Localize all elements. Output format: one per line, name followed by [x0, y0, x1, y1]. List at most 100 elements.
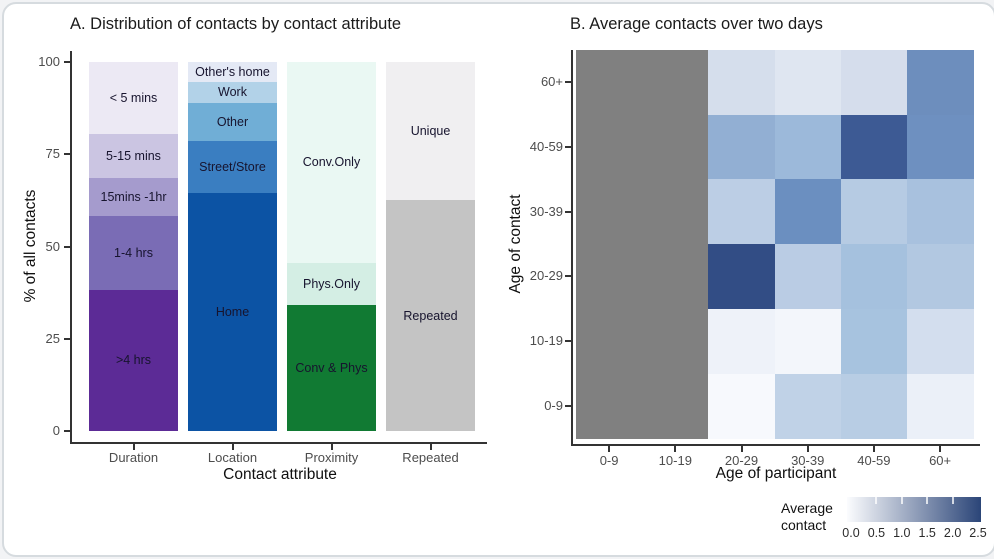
heatmap-cell-contact-60-participant-0-9 — [576, 50, 643, 116]
panel-b-y-tick-mark — [565, 146, 572, 149]
panel-b-x-tick-mark — [608, 446, 611, 452]
panel-b-y-tick-label-40-59: 40-59 — [529, 139, 563, 155]
panel-b-x-axis-title: Age of participant — [715, 465, 837, 482]
panel-a-x-tick-label-duration: Duration — [108, 450, 159, 465]
panel-a-x-tick-label-location: Location — [207, 450, 258, 465]
panel-b-x-tick-mark — [872, 446, 875, 452]
heatmap-cell-contact-40-59-participant-0-9 — [576, 114, 643, 180]
heatmap-cell-contact-30-39-participant-20-29 — [708, 179, 776, 245]
bar-segment-label: Other's home — [195, 65, 270, 80]
heatmap-cell-contact-20-29-participant-60 — [907, 244, 974, 310]
heatmap-cell-contact-0-9-participant-40-59 — [840, 373, 908, 439]
bar-segment-label: Other — [216, 114, 249, 129]
panel-b-y-tick-label-30-39: 30-39 — [529, 203, 563, 219]
legend-colorbar-tick-mark — [875, 497, 878, 504]
panel-a-y-tick-mark — [64, 153, 71, 156]
heatmap-cell-contact-0-9-participant-60 — [907, 373, 974, 439]
bar-segment-location-work: Work — [188, 82, 277, 103]
panel-a-x-axis-line — [70, 442, 487, 444]
bar-segment-label: Phys.Only — [303, 276, 360, 291]
panel-b-x-tick-label-40-59: 40-59 — [857, 453, 891, 468]
panel-a-y-tick-mark — [64, 245, 71, 248]
panel-b-x-tick-mark — [740, 446, 743, 452]
bar-segment-label: Home — [215, 305, 250, 320]
panel-a-y-tick-label: 100 — [38, 54, 60, 69]
panel-b-y-tick-mark — [565, 404, 572, 407]
panel-a-y-tick-mark — [64, 337, 71, 340]
heatmap-cell-contact-10-19-participant-20-29 — [708, 308, 776, 375]
panel-b-x-tick-label-30-39: 30-39 — [791, 453, 825, 468]
heatmap-cell-contact-60-participant-60 — [907, 50, 974, 116]
bar-segment-label: Street/Store — [199, 160, 266, 175]
heatmap-cell-contact-0-9-participant-10-19 — [642, 373, 709, 439]
legend-tick-label-2-0: 2.0 — [943, 526, 962, 540]
heatmap-cell-contact-60-participant-30-39 — [774, 50, 842, 116]
panel-a-y-tick-label: 50 — [45, 238, 60, 254]
panel-a-x-tick-label-repeated: Repeated — [402, 450, 459, 465]
heatmap-cell-contact-60-participant-10-19 — [642, 50, 709, 116]
bar-segment-proximity-phys-only: Phys.Only — [287, 262, 376, 305]
panel-a-x-tick-mark — [429, 444, 432, 450]
legend-colorbar-tick-mark — [900, 497, 903, 504]
heatmap-cell-contact-20-29-participant-10-19 — [642, 244, 709, 310]
panel-b-y-axis-title: Age of contact — [507, 194, 524, 294]
panel-a-x-tick-mark — [330, 444, 333, 450]
panel-b-x-tick-mark — [806, 446, 809, 452]
panel-a-y-axis-title: % of all contacts — [22, 189, 39, 303]
legend-tick-label-1-5: 1.5 — [918, 526, 936, 540]
bar-segment-proximity-conv-phys: Conv & Phys — [287, 304, 376, 431]
panel-b-y-tick-mark — [565, 275, 572, 278]
bar-segment-proximity-conv-only: Conv.Only — [287, 62, 376, 263]
panel-a-y-tick-mark — [64, 61, 71, 63]
bar-segment-label: 1-4 hrs — [114, 245, 153, 260]
bar-segment-duration-1-4-hrs: 1-4 hrs — [89, 215, 178, 290]
panel-b-title: B. Average contacts over two days — [570, 15, 823, 33]
panel-b-x-tick-label-10-19: 10-19 — [658, 453, 692, 468]
heatmap-cell-contact-30-39-participant-30-39 — [774, 179, 842, 245]
panel-b-x-tick-label-20-29: 20-29 — [724, 453, 759, 468]
legend-gradient-bar — [847, 497, 981, 522]
heatmap-cell-contact-20-29-participant-40-59 — [840, 244, 908, 310]
panel-a-y-axis-line — [70, 51, 72, 443]
legend-tick-label-2-5: 2.5 — [969, 526, 987, 540]
panel-a-x-tick-mark — [231, 444, 234, 450]
heatmap-cell-contact-20-29-participant-30-39 — [774, 244, 842, 310]
panel-a-x-tick-mark — [132, 444, 135, 450]
panel-a-y-tick-mark — [64, 430, 71, 432]
legend-colorbar-tick-mark — [926, 497, 929, 504]
bar-segment-repeated-repeated: Repeated — [386, 200, 475, 431]
bar-segment-location-home: Home — [188, 193, 277, 431]
bar-segment-duration-5-mins: < 5 mins — [89, 62, 178, 134]
panel-b-y-tick-label-60: 60+ — [540, 74, 563, 90]
heatmap-cell-contact-30-39-participant-0-9 — [576, 179, 643, 245]
panel-a-x-axis-title: Contact attribute — [223, 466, 337, 483]
heatmap-cell-contact-60-participant-40-59 — [840, 50, 908, 116]
panel-a-y-tick-label: 75 — [45, 146, 60, 162]
heatmap-cell-contact-30-39-participant-60 — [907, 179, 974, 245]
bar-segment-label: Unique — [410, 124, 451, 139]
heatmap-cell-contact-40-59-participant-40-59 — [840, 114, 908, 180]
heatmap-cell-contact-30-39-participant-10-19 — [642, 179, 709, 245]
legend-tick-label-1-0: 1.0 — [893, 526, 911, 540]
bar-segment-label: Conv & Phys — [295, 360, 368, 375]
heatmap-cell-contact-0-9-participant-30-39 — [774, 373, 842, 439]
panel-b-x-tick-mark — [939, 446, 942, 452]
panel-b-x-tick-mark — [674, 446, 677, 452]
panel-a-y-tick-label: 0 — [52, 423, 60, 438]
legend-colorbar-tick-mark — [951, 497, 954, 504]
panel-b-x-tick-label-60: 60+ — [929, 453, 952, 468]
heatmap-cell-contact-40-59-participant-30-39 — [774, 114, 842, 180]
panel-b-y-tick-label-20-29: 20-29 — [529, 268, 563, 284]
heatmap-cell-contact-10-19-participant-40-59 — [840, 308, 908, 375]
legend-title: Average contact — [781, 500, 833, 533]
panel-a-x-tick-label-proximity: Proximity — [304, 450, 359, 465]
heatmap-cell-contact-10-19-participant-0-9 — [576, 308, 643, 375]
heatmap-cell-contact-40-59-participant-60 — [907, 114, 974, 180]
bar-segment-label: 5-15 mins — [106, 149, 161, 164]
panel-a-title: A. Distribution of contacts by contact a… — [70, 15, 402, 33]
heatmap-cell-contact-20-29-participant-20-29 — [708, 244, 776, 310]
heatmap-cell-contact-40-59-participant-20-29 — [708, 114, 776, 180]
bar-segment-duration-5-15-mins: 5-15 mins — [89, 133, 178, 179]
bar-segment-label: Work — [218, 85, 247, 100]
